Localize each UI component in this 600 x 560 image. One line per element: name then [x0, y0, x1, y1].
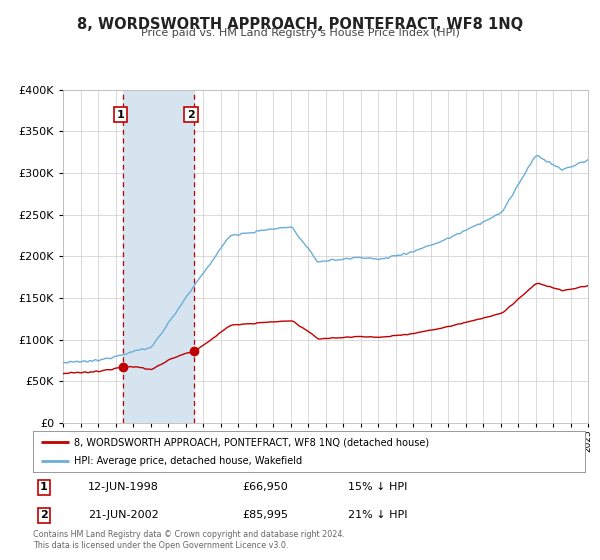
Text: HPI: Average price, detached house, Wakefield: HPI: Average price, detached house, Wake…: [74, 456, 302, 466]
Text: 2: 2: [40, 510, 48, 520]
Text: Contains HM Land Registry data © Crown copyright and database right 2024.
This d: Contains HM Land Registry data © Crown c…: [33, 530, 345, 550]
Text: 1: 1: [117, 110, 125, 120]
Text: 12-JUN-1998: 12-JUN-1998: [88, 482, 159, 492]
Text: 8, WORDSWORTH APPROACH, PONTEFRACT, WF8 1NQ: 8, WORDSWORTH APPROACH, PONTEFRACT, WF8 …: [77, 17, 523, 32]
Text: £66,950: £66,950: [243, 482, 289, 492]
Text: 21-JUN-2002: 21-JUN-2002: [88, 510, 159, 520]
Text: 21% ↓ HPI: 21% ↓ HPI: [347, 510, 407, 520]
Text: Price paid vs. HM Land Registry's House Price Index (HPI): Price paid vs. HM Land Registry's House …: [140, 28, 460, 38]
Text: 1: 1: [40, 482, 48, 492]
Text: 15% ↓ HPI: 15% ↓ HPI: [347, 482, 407, 492]
Text: £85,995: £85,995: [243, 510, 289, 520]
Text: 8, WORDSWORTH APPROACH, PONTEFRACT, WF8 1NQ (detached house): 8, WORDSWORTH APPROACH, PONTEFRACT, WF8 …: [74, 437, 430, 447]
Text: 2: 2: [187, 110, 195, 120]
Bar: [124, 90, 194, 423]
